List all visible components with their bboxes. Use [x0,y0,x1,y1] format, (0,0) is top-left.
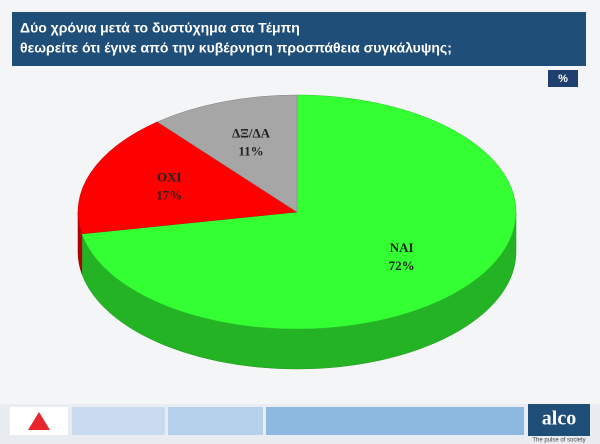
slice [81,94,517,330]
footer-bar [266,407,524,435]
chart-title: Δύο χρόνια μετά το δυστύχημα στα Τέμπη [20,20,300,36]
slice-value-label: 17% [156,187,182,202]
slice-label: ΔΞ/ΔΑ [232,126,271,141]
chart-subtitle: θεωρείτε ότι έγινε από την κυβέρνηση προ… [20,40,452,56]
unit-badge [548,70,578,87]
header-band [12,12,586,66]
footer-logo [28,412,50,430]
slice-value-label: 72% [389,258,415,273]
slice-label: ΝΑΙ [390,240,414,255]
brand-tagline: The pulse of society [532,438,585,444]
slice-value-label: 11% [238,144,263,159]
brand: alco [542,408,576,430]
slice-label: ΟΧΙ [157,169,182,184]
pie: ΝΑΙ 72% ΟΧΙ 17% ΔΞ/ΔΑ 11% [77,94,517,370]
footer-bar [168,407,263,435]
unit-badge-text: % [558,73,568,85]
slice [156,94,298,213]
slice [77,121,298,235]
brand-box [528,404,590,436]
footer-bar [72,407,165,435]
